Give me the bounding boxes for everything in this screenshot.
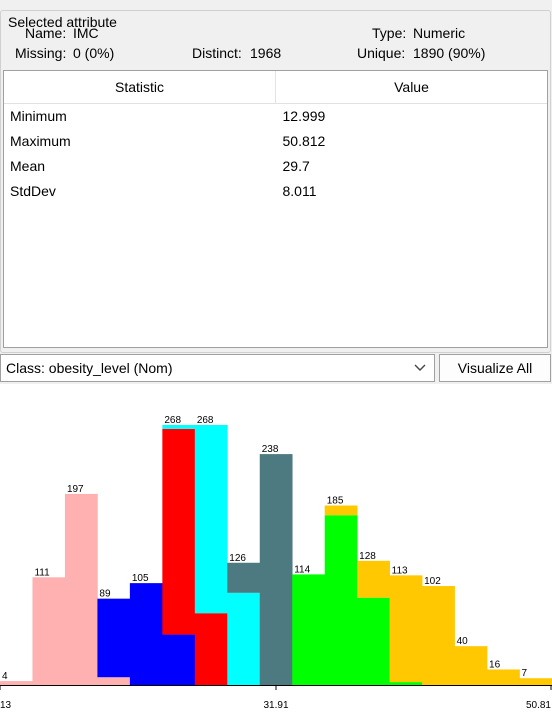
- statistic-cell: Mean: [10, 158, 46, 174]
- histogram-bar-segment: [194, 613, 228, 685]
- histogram-bar-segment: [519, 678, 552, 685]
- histogram-bar-segment: [227, 562, 261, 593]
- histogram-chart: 4 111 197 89 105 268 268 126 238 114 185 128 113 102 4…: [0, 415, 552, 711]
- value-cell: 8.011: [282, 183, 317, 199]
- attribute-name-label: Name:: [25, 25, 67, 41]
- histogram-bar-segment: [324, 505, 358, 516]
- unique-label: Unique:: [357, 45, 406, 61]
- statistics-table: Statistic Value Minimum 12.999 Maximum 5…: [3, 70, 548, 348]
- bar-count-label: 113: [392, 565, 408, 576]
- histogram-bar-segment: [227, 592, 261, 685]
- unique-value: 1890 (90%): [413, 45, 486, 61]
- histogram-bar-segment: [32, 577, 66, 685]
- statistic-cell: StdDev: [10, 183, 56, 199]
- attribute-type-label: Type:: [372, 25, 407, 41]
- distinct-value: 1968: [250, 45, 282, 61]
- panel-title: Selected attribute: [6, 14, 119, 30]
- visualize-all-button[interactable]: Visualize All: [439, 354, 551, 382]
- histogram-bar-segment: [194, 425, 228, 614]
- bar-count-label: 102: [424, 576, 441, 587]
- value-cell: 12.999: [282, 108, 326, 124]
- statistic-cell: Minimum: [10, 108, 67, 124]
- histogram-bar-segment: [454, 646, 488, 685]
- bar-count-label: 197: [67, 484, 84, 495]
- selected-attribute-panel: Selected attribute: [0, 10, 551, 353]
- histogram-bar-segment: [389, 682, 423, 685]
- bar-count-label: 128: [359, 551, 376, 562]
- bar-count-label: 185: [327, 496, 344, 507]
- missing-value: 0 (0%): [73, 45, 115, 61]
- histogram-bar-segment: [422, 586, 455, 685]
- distinct-label: Distinct:: [192, 45, 242, 61]
- bar-count-label: 40: [457, 636, 469, 647]
- bar-count-label: 111: [34, 567, 50, 578]
- bar-count-label: 238: [262, 444, 279, 455]
- column-header-value[interactable]: Value: [275, 71, 547, 103]
- column-header-statistic[interactable]: Statistic: [114, 79, 164, 95]
- histogram-bar-segment: [97, 677, 131, 685]
- table-header: Statistic Value: [4, 71, 547, 104]
- histogram-bar-segment: [357, 597, 390, 685]
- histogram-bar-segment: [292, 574, 326, 685]
- histogram-bar-segment: [357, 560, 390, 598]
- table-row[interactable]: Minimum 12.999: [4, 104, 547, 129]
- histogram-bar-segment: [0, 681, 33, 685]
- x-tick-label: 50.81: [526, 700, 551, 711]
- bar-count-label: 7: [522, 668, 528, 679]
- histogram-bar-segment: [97, 598, 131, 678]
- bar-count-label: 89: [99, 589, 111, 600]
- bar-count-label: 268: [197, 415, 214, 426]
- table-row[interactable]: StdDev 8.011: [4, 179, 547, 204]
- bar-count-label: 268: [164, 415, 181, 426]
- value-cell: 29.7: [282, 158, 310, 174]
- class-select[interactable]: Class: obesity_level (Nom): [0, 354, 435, 382]
- value-cell: 50.812: [282, 133, 326, 149]
- x-tick-label: 31.91: [263, 700, 288, 711]
- histogram-bar-segment: [64, 493, 98, 685]
- histogram-bar-segment: [129, 583, 163, 685]
- bar-count-label: 114: [294, 564, 310, 575]
- missing-label: Missing:: [15, 45, 67, 61]
- histogram-bar-segment: [487, 669, 520, 685]
- histogram-bar-segment: [162, 634, 196, 685]
- histogram-panel: 4 111 197 89 105 268 268 126 238 114 185 128 113 102 4…: [0, 384, 552, 712]
- histogram-bar-segment: [162, 428, 196, 635]
- histogram-bar-segment: [389, 575, 423, 683]
- histogram-bar-segment: [324, 515, 358, 685]
- bar-count-label: 126: [229, 553, 246, 564]
- attribute-name-value: IMC: [73, 25, 99, 41]
- statistic-cell: Maximum: [10, 133, 71, 149]
- class-select-value: Class: obesity_level (Nom): [6, 360, 173, 376]
- histogram-bar-segment: [259, 454, 293, 685]
- table-row[interactable]: Mean 29.7: [4, 154, 547, 179]
- bar-count-label: 16: [489, 659, 501, 670]
- attribute-type-value: Numeric: [413, 25, 466, 41]
- histogram-bar-segment: [162, 425, 196, 429]
- table-row[interactable]: Maximum 50.812: [4, 129, 547, 154]
- x-tick-label: 13: [0, 700, 12, 711]
- chevron-down-icon[interactable]: [412, 358, 428, 376]
- bar-count-label: 4: [2, 671, 8, 682]
- bar-count-label: 105: [132, 573, 149, 584]
